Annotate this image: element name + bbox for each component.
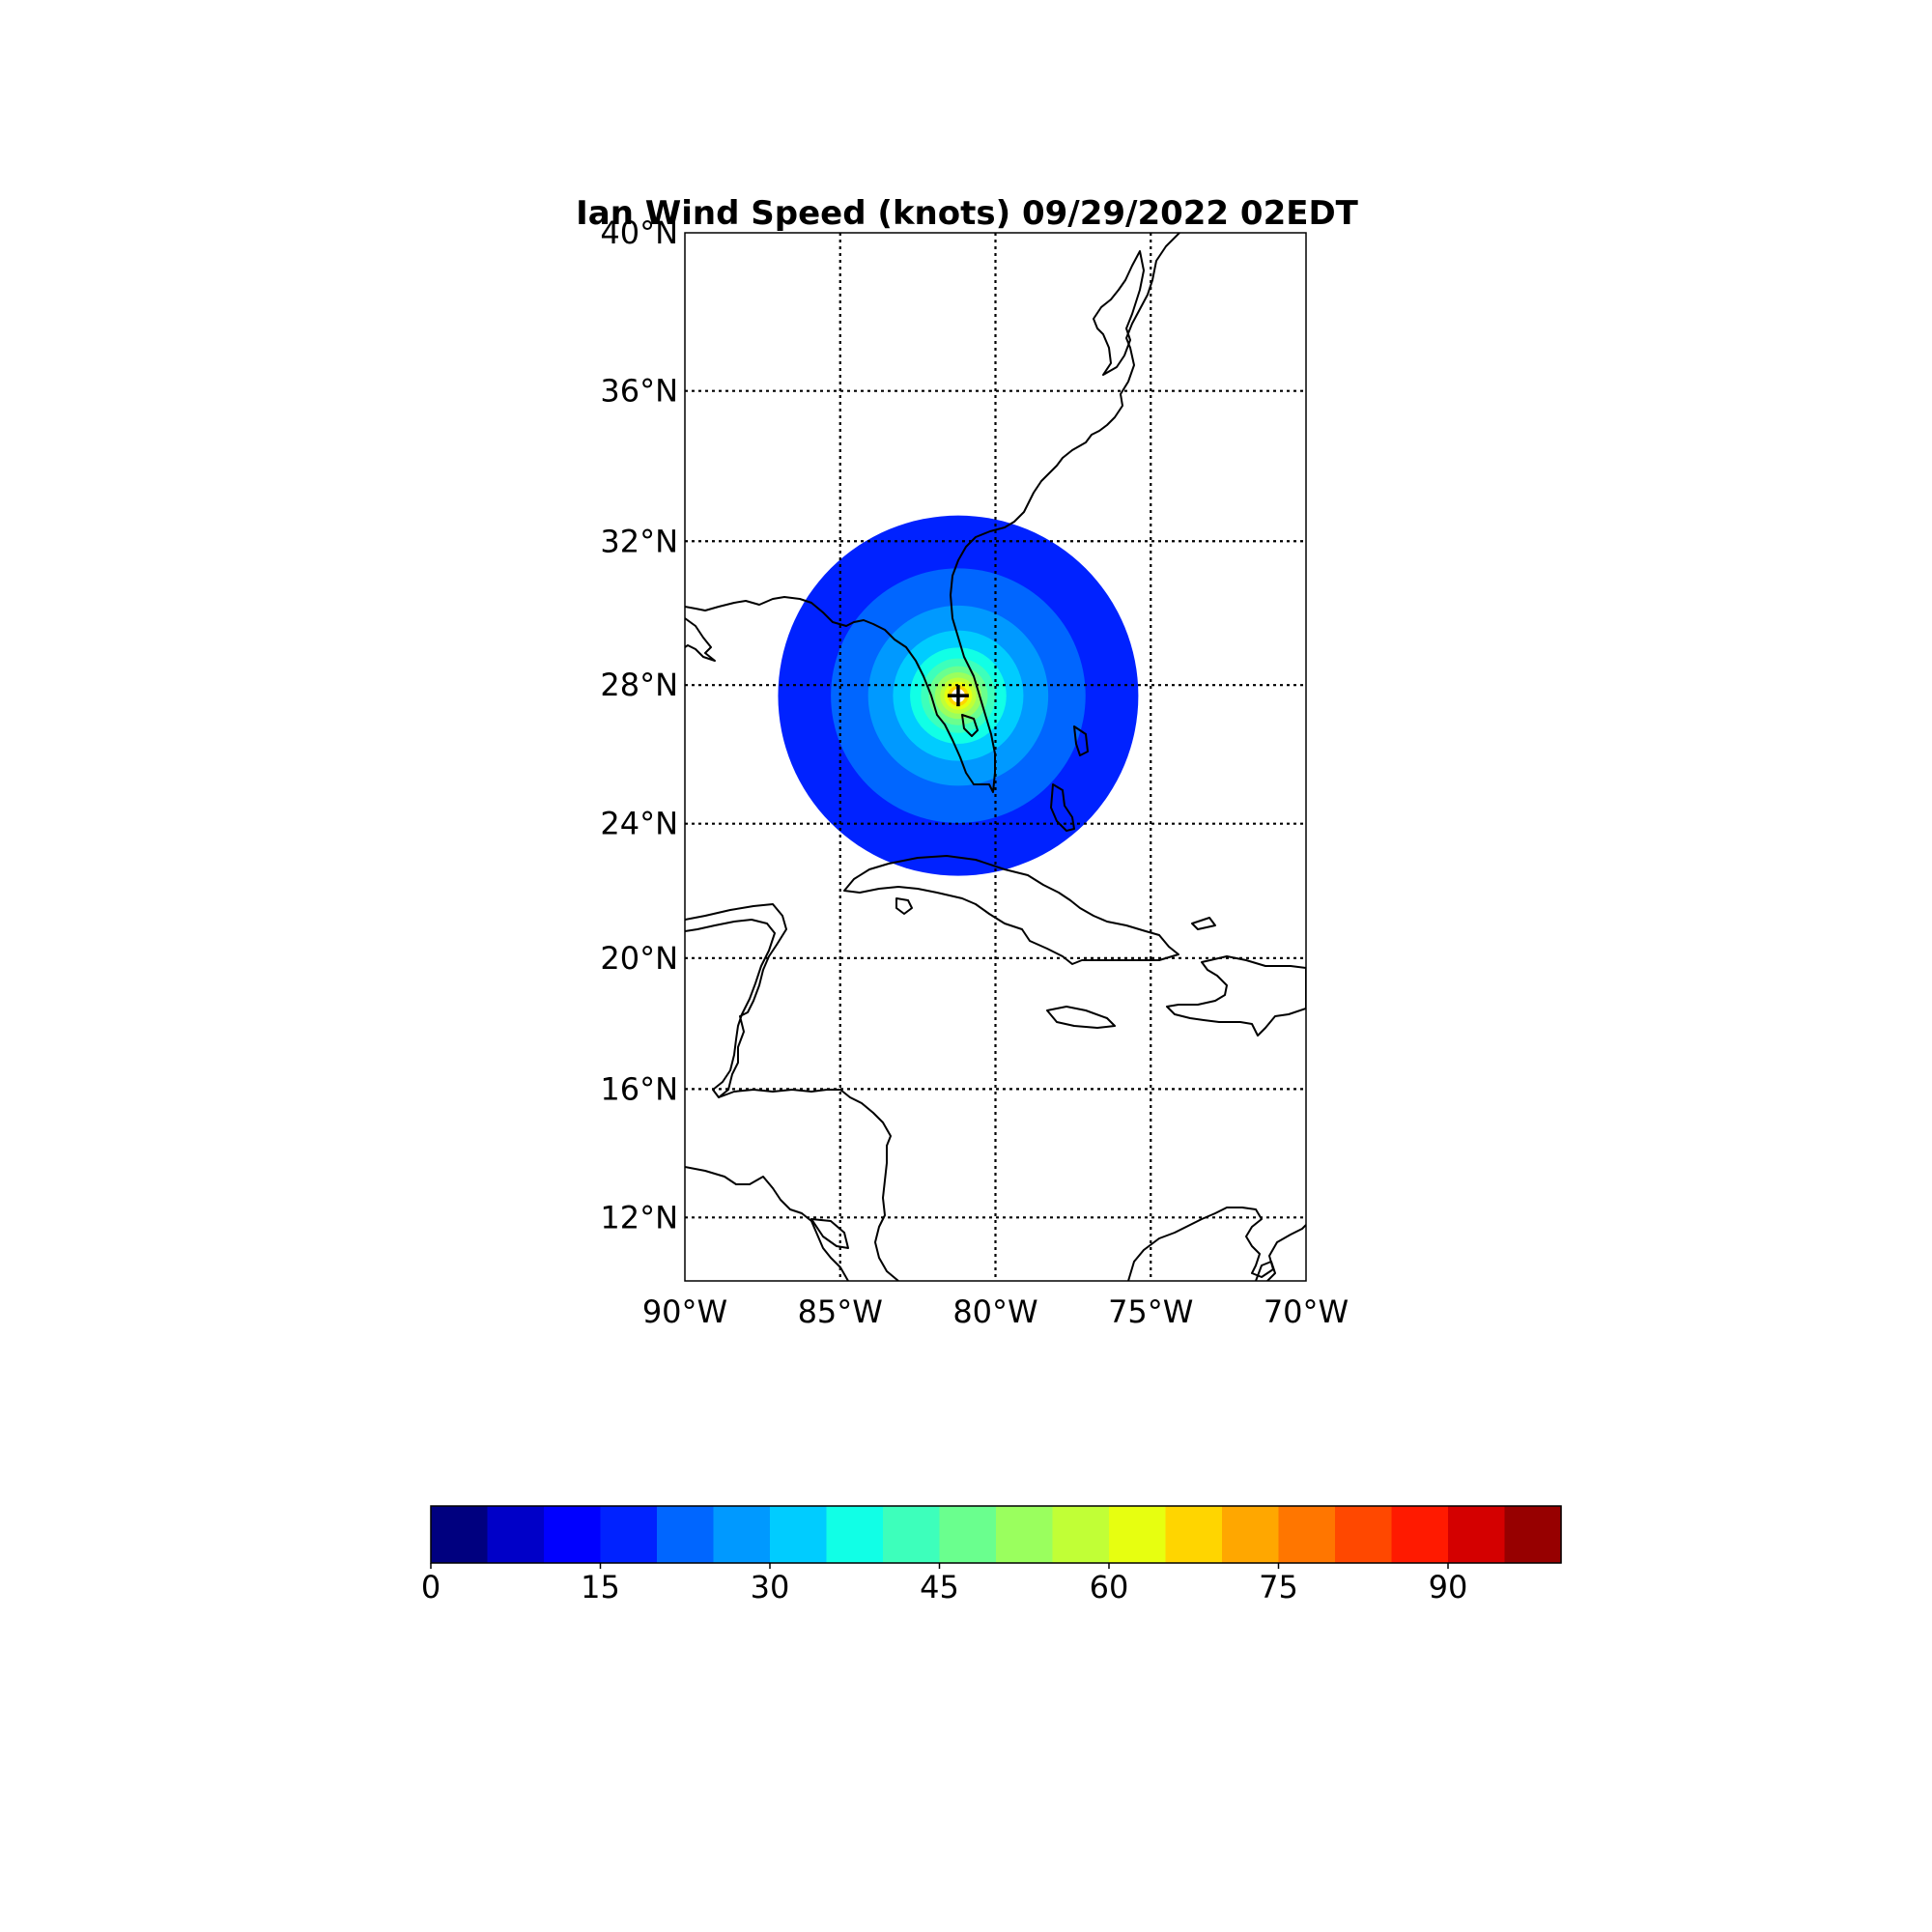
colorbar-tick-label: 75 xyxy=(1259,1569,1298,1605)
colorbar-cell xyxy=(1109,1506,1167,1563)
coastline-yucatan xyxy=(685,903,787,1098)
map-frame xyxy=(684,232,1307,1282)
colorbar-tick-label: 15 xyxy=(581,1569,620,1605)
lat-tick-label: 24°N xyxy=(600,806,678,842)
coastline-hispaniola xyxy=(1166,955,1306,1037)
colorbar-cell xyxy=(1222,1506,1280,1563)
colorbar-cell xyxy=(770,1506,828,1563)
colorbar-cell xyxy=(939,1506,997,1563)
colorbar-frame xyxy=(430,1505,1562,1564)
coastline-jamaica xyxy=(1046,1006,1116,1029)
lat-tick-label: 16°N xyxy=(600,1070,678,1107)
lat-tick-label: 12°N xyxy=(600,1199,678,1236)
colorbar-cell xyxy=(996,1506,1054,1563)
lon-tick-label: 85°W xyxy=(798,1293,883,1330)
map-title: Ian Wind Speed (knots) 09/29/2022 02EDT xyxy=(576,194,1359,233)
colorbar-cell xyxy=(826,1506,884,1563)
colorbar-cell xyxy=(487,1506,545,1563)
coastline-central-america xyxy=(685,1089,899,1281)
coastline-louisiana xyxy=(685,617,716,662)
colorbar-cell xyxy=(1391,1506,1449,1563)
colorbar-tick-label: 60 xyxy=(1090,1569,1129,1605)
colorbar-cells xyxy=(431,1506,1562,1563)
coastline-small-island xyxy=(1191,917,1216,930)
colorbar-tick-labels: 0 15 30 45 60 75 90 xyxy=(421,1563,1468,1605)
lon-tick-label: 90°W xyxy=(642,1293,727,1330)
coastline-chesapeake xyxy=(1093,250,1145,376)
coastline-bahamas xyxy=(1050,725,1089,832)
colorbar: 0 15 30 45 60 75 90 xyxy=(421,1505,1562,1605)
colorbar-tick-label: 0 xyxy=(421,1569,440,1605)
colorbar-cell xyxy=(431,1506,489,1563)
colorbar-cell xyxy=(1278,1506,1336,1563)
colorbar-cell xyxy=(1335,1506,1393,1563)
map-area xyxy=(685,233,1306,1281)
lon-tick-label: 80°W xyxy=(952,1293,1037,1330)
colorbar-cell xyxy=(1504,1506,1562,1563)
colorbar-cell xyxy=(883,1506,941,1563)
colorbar-cell xyxy=(657,1506,715,1563)
colorbar-cell xyxy=(1052,1506,1110,1563)
colorbar-tick-label: 30 xyxy=(751,1569,790,1605)
colorbar-cell xyxy=(713,1506,771,1563)
lat-tick-label: 40°N xyxy=(600,214,678,251)
colorbar-cell xyxy=(544,1506,602,1563)
coastline-lake-maracaibo xyxy=(1255,1261,1276,1281)
coastline-south-america xyxy=(1127,1207,1306,1281)
lat-tick-label: 32°N xyxy=(600,523,678,559)
lon-tick-label: 75°W xyxy=(1108,1293,1193,1330)
storm-center-marker xyxy=(947,685,969,707)
lat-tick-label: 36°N xyxy=(600,373,678,410)
lon-tick-label: 70°W xyxy=(1264,1293,1349,1330)
lat-tick-label: 28°N xyxy=(600,667,678,703)
coastline-lake-okeechobee xyxy=(961,714,979,737)
colorbar-cell xyxy=(1165,1506,1223,1563)
colorbar-cell xyxy=(1448,1506,1506,1563)
colorbar-tick-label: 45 xyxy=(920,1569,959,1605)
lat-tick-label: 20°N xyxy=(600,940,678,977)
coastline-cuba xyxy=(843,855,1179,965)
gridlines xyxy=(685,233,1306,1281)
colorbar-tick-label: 90 xyxy=(1429,1569,1468,1605)
colorbar-cell xyxy=(600,1506,658,1563)
latitude-labels: 40°N 36°N 32°N 28°N 24°N 20°N 16°N 12°N xyxy=(600,214,678,1236)
coastline-lake-nicaragua xyxy=(810,1218,849,1249)
longitude-labels: 90°W 85°W 80°W 75°W 70°W xyxy=(642,1293,1349,1330)
